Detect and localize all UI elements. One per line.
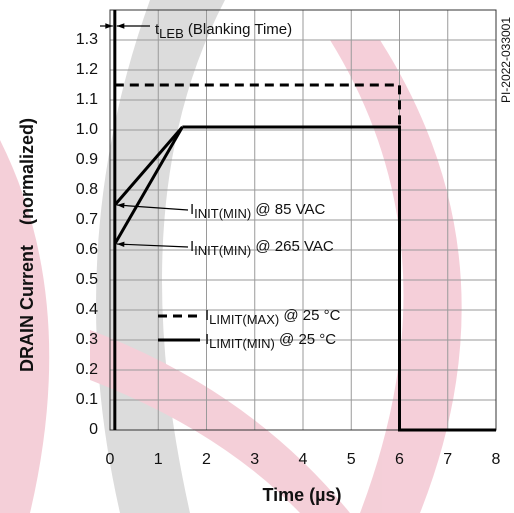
y-tick-label: 0.8 [76, 181, 98, 198]
arrow-line [116, 243, 189, 248]
series-line [113, 126, 184, 245]
init-label-sub: INIT(MIN) [194, 206, 251, 221]
x-axis-label: Time (µs) [262, 485, 341, 505]
legend-label-main: I [205, 307, 209, 324]
x-tick-label: 4 [299, 451, 308, 468]
init-label-main: I [190, 201, 194, 218]
y-tick-label: 1.1 [76, 91, 98, 108]
x-tick-label: 3 [250, 451, 259, 468]
init-label: IINIT(MIN) @ 85 VAC [190, 201, 326, 221]
y-tick-label: 1.3 [76, 31, 98, 48]
legend-label: ILIMIT(MAX) @ 25 °C [205, 307, 341, 327]
init-label-sub: INIT(MIN) [194, 243, 251, 258]
y-tick-label: 0.3 [76, 331, 98, 348]
watermark [0, 0, 462, 513]
blanking-label-rest: (Blanking Time) [184, 21, 292, 38]
arrow-head [116, 241, 125, 248]
y-tick-label: 0.4 [76, 301, 98, 318]
watermark-shape [330, 40, 462, 513]
x-tick-label: 1 [154, 451, 163, 468]
init-label: IINIT(MIN) @ 265 VAC [190, 238, 334, 258]
x-tick-label: 8 [492, 451, 501, 468]
x-tick-label: 5 [347, 451, 356, 468]
arrow-head [116, 202, 125, 209]
x-tick-label: 2 [202, 451, 211, 468]
series-line [182, 125, 496, 432]
legend-label-sub: LIMIT(MIN) [209, 336, 275, 351]
init-label-main: I [190, 238, 194, 255]
arrow-head [105, 23, 113, 29]
figure-id: PI-2022-033001 [499, 17, 513, 103]
legend-label: ILIMIT(MIN) @ 25 °C [205, 331, 336, 351]
x-tick-label: 0 [106, 451, 115, 468]
legend-label-rest: @ 25 °C [279, 307, 340, 324]
y-tick-label: 0.2 [76, 361, 98, 378]
y-tick-label: 1.0 [76, 121, 98, 138]
watermark-shape [0, 140, 50, 513]
blanking-label-sub: LEB [159, 26, 184, 41]
y-tick-label: 0.7 [76, 211, 98, 228]
y-tick-label: 0.1 [76, 391, 98, 408]
y-tick-label: 0.5 [76, 271, 98, 288]
legend-label-rest: @ 25 °C [275, 331, 336, 348]
init-label-rest: @ 85 VAC [251, 201, 325, 218]
arrow-line [116, 204, 189, 211]
y-tick-label: 0.9 [76, 151, 98, 168]
watermark-shape [90, 330, 350, 513]
blanking-label: tLEB (Blanking Time) [155, 21, 292, 41]
init-label-rest: @ 265 VAC [251, 238, 334, 255]
x-tick-label: 6 [395, 451, 404, 468]
series-line [113, 126, 184, 206]
y-tick-label: 0.6 [76, 241, 98, 258]
blanking-label-main: t [155, 21, 160, 38]
y-axis-label: DRAIN Current (normalized) [17, 118, 37, 372]
y-tick-label: 0 [89, 421, 98, 438]
y-tick-label: 1.2 [76, 61, 98, 78]
arrow-head [116, 23, 125, 29]
legend-label-sub: LIMIT(MAX) [209, 312, 279, 327]
x-tick-label: 7 [443, 451, 452, 468]
plot-frame [109, 9, 497, 431]
legend-label-main: I [205, 331, 209, 348]
